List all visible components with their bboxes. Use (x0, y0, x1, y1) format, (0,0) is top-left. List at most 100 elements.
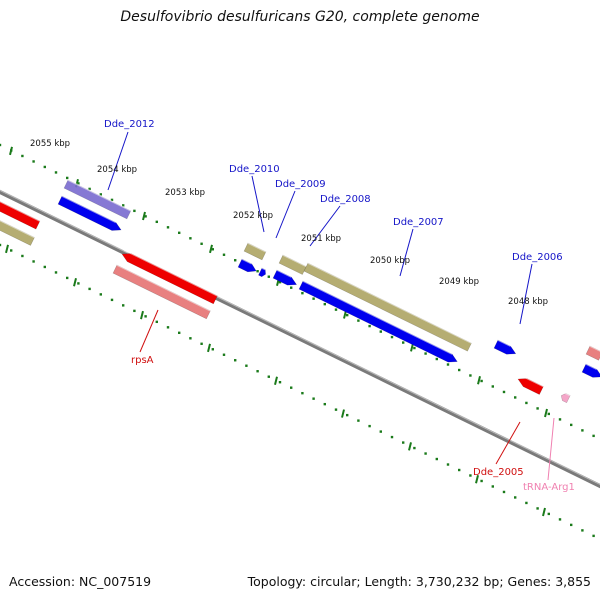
outer-scale-dot (312, 297, 315, 300)
inner-scale-dot (144, 315, 147, 318)
outer-scale-dot (435, 357, 438, 361)
inner-major-tick (408, 442, 412, 451)
tick-marks (0, 143, 595, 538)
outer-scale-dot (446, 363, 450, 366)
inner-scale-dot (390, 435, 394, 439)
inner-scale-dot (570, 523, 573, 527)
gene-label[interactable]: rpsA (131, 355, 154, 366)
outer-scale-dot (189, 237, 192, 240)
inner-scale-dot (88, 287, 91, 291)
inner-scale-dot (592, 534, 595, 538)
inner-scale-dot (514, 496, 517, 499)
inner-scale-dot (480, 479, 483, 483)
gene-label[interactable]: Dde_2009 (275, 179, 326, 190)
feature-dde-2008-gene[interactable] (278, 254, 307, 275)
feature-dde-2012-cds[interactable] (57, 195, 123, 234)
backbone-highlight (0, 189, 600, 486)
inner-scale-dot (32, 260, 35, 263)
scale-label: 2051 kbp (301, 234, 341, 244)
feature-left-edge-cds[interactable] (0, 198, 41, 230)
inner-scale-dot (301, 391, 304, 395)
inner-scale-dot (133, 309, 136, 313)
outer-scale-dot (43, 165, 46, 169)
outer-scale-dot (525, 401, 528, 405)
outer-scale-dot (122, 204, 125, 207)
feature-dde-2010-gene[interactable] (243, 242, 267, 261)
inner-scale-dot (312, 397, 315, 400)
inner-major-tick (140, 310, 144, 320)
gene-label[interactable]: Dde_2008 (320, 194, 371, 205)
inner-scale-dot (334, 408, 338, 411)
accession-text: Accession: NC_007519 (9, 574, 152, 589)
inner-scale-dot (379, 430, 382, 433)
outer-scale-dot (301, 291, 304, 295)
gene-label[interactable]: Dde_2005 (473, 467, 524, 478)
inner-scale-dot (155, 320, 158, 324)
outer-major-tick (209, 244, 213, 254)
inner-scale-dot (469, 474, 472, 477)
inner-scale-dot (435, 457, 438, 461)
feature-rpsa-gene[interactable] (112, 264, 211, 320)
feature-dde-2007-gene[interactable] (303, 262, 472, 352)
feature-dde-2010-cds[interactable] (237, 258, 258, 275)
outer-scale-dot (514, 396, 517, 399)
outer-scale-dot (368, 324, 371, 328)
outer-scale-dot (547, 412, 550, 416)
outer-scale-dot (424, 352, 427, 355)
feature-right-edge-cds[interactable] (581, 363, 600, 381)
outer-scale-dot (0, 143, 2, 147)
outer-scale-dot (200, 242, 203, 245)
feature-dde-2005-cds[interactable] (516, 374, 544, 395)
outer-major-tick (477, 375, 481, 385)
inner-scale-dot (222, 353, 226, 356)
outer-scale-dot (334, 308, 338, 311)
inner-scale-dot (458, 468, 461, 472)
gene-label-leader (107, 131, 129, 191)
feature-right-edge-gene[interactable] (585, 345, 600, 361)
outer-major-tick (544, 408, 548, 418)
scale-label: 2049 kbp (439, 277, 479, 287)
gene-label-leader (519, 263, 533, 325)
gene-label[interactable]: Dde_2007 (393, 217, 444, 228)
outer-scale-dot (458, 368, 461, 372)
outer-scale-dot (536, 407, 539, 410)
gene-label-leader (275, 190, 296, 239)
inner-scale-dot (110, 298, 114, 302)
feature-dde-2008-cds[interactable] (272, 269, 299, 289)
feature-dde-2006-cds[interactable] (493, 339, 518, 358)
feature-left-edge-gene[interactable] (0, 217, 35, 246)
inner-scale-dot (10, 249, 13, 252)
inner-scale-dot (547, 512, 550, 516)
inner-scale-dot (368, 424, 371, 428)
outer-scale-dot (155, 220, 158, 224)
feature-dde-2007-cds[interactable] (298, 280, 459, 366)
outer-scale-dot (480, 379, 483, 383)
label-leaders (107, 131, 555, 481)
gene-label[interactable]: Dde_2010 (229, 164, 280, 175)
inner-scale-dot (267, 375, 270, 378)
outer-major-tick (142, 211, 146, 221)
outer-scale-dot (502, 390, 506, 394)
features (0, 179, 600, 404)
outer-scale-dot (21, 154, 24, 158)
inner-scale-dot (402, 441, 405, 444)
feature-dde-2009-cds[interactable] (258, 267, 267, 278)
feature-rpsa-cds[interactable] (120, 249, 218, 305)
scale-label: 2048 kbp (508, 297, 548, 307)
inner-scale-dot (245, 364, 248, 367)
outer-scale-dot (491, 385, 494, 388)
outer-scale-dot (77, 182, 80, 185)
scale-label: 2053 kbp (165, 188, 205, 198)
gene-label[interactable]: tRNA-Arg1 (523, 482, 575, 493)
outer-scale-dot (234, 259, 237, 262)
feature-dde-2012-misc[interactable] (63, 179, 132, 220)
inner-scale-dot (346, 413, 349, 417)
inner-scale-dot (178, 331, 181, 335)
inner-scale-dot (323, 402, 326, 406)
gene-label[interactable]: Dde_2006 (512, 252, 563, 263)
inner-scale-dot (166, 326, 170, 329)
outer-scale-dot (267, 275, 270, 278)
gene-label[interactable]: Dde_2012 (104, 119, 155, 130)
feature-trna-arg1[interactable] (559, 391, 571, 404)
